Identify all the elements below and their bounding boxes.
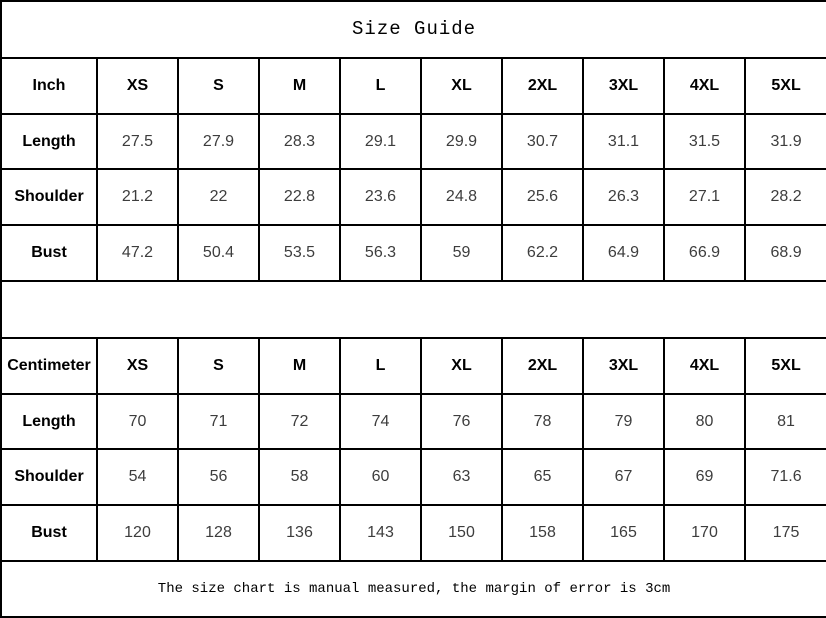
cm-length-value: 78 [501,392,584,451]
inch-size-header: 5XL [743,56,826,115]
inch-bust-value: 62.2 [501,224,584,283]
inch-bust-value: 59 [420,224,503,283]
inch-length-row: Length 27.5 27.9 28.3 29.1 29.9 30.7 31.… [0,112,826,171]
inch-size-header: S [177,56,260,115]
cm-size-header: 2XL [501,336,584,395]
inch-bust-value: 47.2 [96,224,179,283]
cm-unit-label: Centimeter [0,336,98,395]
cm-shoulder-value: 65 [501,448,584,507]
inch-length-value: 29.9 [420,112,503,171]
table-divider-space [0,280,826,339]
cm-length-value: 71 [177,392,260,451]
cm-shoulder-value: 69 [663,448,746,507]
cm-length-value: 76 [420,392,503,451]
cm-size-header: 3XL [582,336,665,395]
inch-bust-value: 53.5 [258,224,341,283]
inch-shoulder-value: 22 [177,168,260,227]
cm-length-value: 79 [582,392,665,451]
inch-length-value: 28.3 [258,112,341,171]
cm-bust-value: 143 [339,504,422,563]
cm-header-row: Centimeter XS S M L XL 2XL 3XL 4XL 5XL [0,336,826,395]
cm-shoulder-value: 56 [177,448,260,507]
cm-bust-value: 150 [420,504,503,563]
inch-size-header: 3XL [582,56,665,115]
cm-shoulder-row: Shoulder 54 56 58 60 63 65 67 69 71.6 [0,448,826,507]
cm-bust-value: 120 [96,504,179,563]
cm-shoulder-value: 67 [582,448,665,507]
inch-header-row: Inch XS S M L XL 2XL 3XL 4XL 5XL [0,56,826,115]
inch-bust-value: 68.9 [743,224,826,283]
inch-shoulder-value: 22.8 [258,168,341,227]
row-label: Bust [0,224,98,283]
row-label: Shoulder [0,448,98,507]
inch-size-header: 4XL [663,56,746,115]
inch-unit-label: Inch [0,56,98,115]
inch-shoulder-value: 26.3 [582,168,665,227]
cm-shoulder-value: 71.6 [743,448,826,507]
cm-length-value: 72 [258,392,341,451]
cm-length-value: 81 [743,392,826,451]
cm-bust-value: 165 [582,504,665,563]
page-title: Size Guide [0,0,826,59]
inch-size-header: L [339,56,422,115]
footer-row: The size chart is manual measured, the m… [0,560,826,618]
inch-bust-value: 66.9 [663,224,746,283]
cm-shoulder-value: 58 [258,448,341,507]
cm-bust-row: Bust 120 128 136 143 150 158 165 170 175 [0,504,826,563]
cm-length-row: Length 70 71 72 74 76 78 79 80 81 [0,392,826,451]
inch-shoulder-row: Shoulder 21.2 22 22.8 23.6 24.8 25.6 26.… [0,168,826,227]
inch-bust-value: 50.4 [177,224,260,283]
inch-size-header: XS [96,56,179,115]
inch-length-value: 27.9 [177,112,260,171]
inch-length-value: 31.1 [582,112,665,171]
measurement-note: The size chart is manual measured, the m… [0,560,826,618]
inch-shoulder-value: 28.2 [743,168,826,227]
inch-shoulder-value: 23.6 [339,168,422,227]
cm-size-header: S [177,336,260,395]
row-label: Length [0,112,98,171]
inch-length-value: 31.5 [663,112,746,171]
cm-size-header: XL [420,336,503,395]
cm-size-header: M [258,336,341,395]
spacer-row [0,280,826,339]
cm-bust-value: 128 [177,504,260,563]
inch-length-value: 30.7 [501,112,584,171]
cm-length-value: 74 [339,392,422,451]
inch-shoulder-value: 27.1 [663,168,746,227]
inch-size-header: XL [420,56,503,115]
inch-shoulder-value: 24.8 [420,168,503,227]
inch-bust-row: Bust 47.2 50.4 53.5 56.3 59 62.2 64.9 66… [0,224,826,283]
row-label: Bust [0,504,98,563]
inch-bust-value: 64.9 [582,224,665,283]
row-label: Length [0,392,98,451]
cm-length-value: 80 [663,392,746,451]
cm-shoulder-value: 54 [96,448,179,507]
inch-shoulder-value: 25.6 [501,168,584,227]
cm-length-value: 70 [96,392,179,451]
cm-size-header: 5XL [743,336,826,395]
inch-length-value: 29.1 [339,112,422,171]
cm-size-header: 4XL [663,336,746,395]
cm-size-header: L [339,336,422,395]
cm-shoulder-value: 60 [339,448,422,507]
inch-size-header: 2XL [501,56,584,115]
inch-shoulder-value: 21.2 [96,168,179,227]
cm-shoulder-value: 63 [420,448,503,507]
inch-bust-value: 56.3 [339,224,422,283]
inch-size-header: M [258,56,341,115]
cm-size-header: XS [96,336,179,395]
cm-bust-value: 136 [258,504,341,563]
row-label: Shoulder [0,168,98,227]
inch-length-value: 31.9 [743,112,826,171]
cm-bust-value: 170 [663,504,746,563]
title-row: Size Guide [0,0,826,59]
cm-bust-value: 158 [501,504,584,563]
inch-length-value: 27.5 [96,112,179,171]
cm-bust-value: 175 [743,504,826,563]
